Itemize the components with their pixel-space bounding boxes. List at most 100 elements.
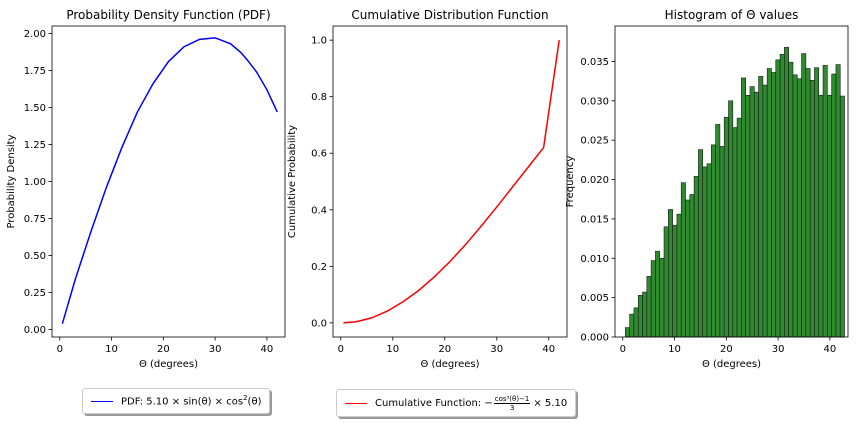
- histogram-bar: [801, 53, 807, 338]
- pdf-y-tick-label: 1.00: [24, 177, 46, 188]
- histogram-bar: [629, 313, 635, 338]
- histogram-bar: [625, 327, 630, 338]
- pdf-y-tick-label: 2.00: [24, 29, 46, 40]
- cdf-y-tick-label: 0.6: [311, 149, 327, 160]
- hist-y-tick-label: 0.010: [580, 254, 609, 265]
- hist-x-tick-label: 40: [824, 344, 837, 355]
- cdf-y-tick-label: 1.0: [311, 36, 327, 47]
- hist-x-tick-label: 10: [668, 344, 681, 355]
- pdf-plot-frame: [51, 25, 286, 338]
- pdf-legend: PDF: 5.10 × sin(θ) × cos2(θ): [82, 388, 271, 414]
- histogram-bar: [646, 276, 652, 338]
- histogram-bar: [745, 94, 751, 338]
- cdf-y-tick-label: 0.8: [311, 92, 327, 103]
- histogram-bar: [672, 224, 678, 338]
- histogram-bar: [685, 199, 691, 338]
- histogram-bar: [741, 77, 746, 338]
- histogram-bar: [775, 59, 781, 338]
- hist-title: Histogram of Θ values: [665, 8, 799, 22]
- histogram-bar: [689, 194, 695, 338]
- histogram-bar: [805, 68, 811, 338]
- cdf-y-tick-label: 0.4: [311, 205, 327, 216]
- histogram-bar: [642, 291, 648, 338]
- histogram-bar: [792, 74, 798, 338]
- histogram-bar: [753, 91, 759, 338]
- histogram-bar: [831, 73, 837, 338]
- pdf-x-axis-label: Θ (degrees): [139, 359, 198, 370]
- cdf-y-tick-label: 0.0: [311, 318, 327, 329]
- histogram-bar: [693, 176, 699, 338]
- hist-y-tick-label: 0.000: [580, 333, 609, 344]
- pdf-legend-line: [91, 400, 113, 402]
- hist-y-tick-label: 0.030: [580, 96, 609, 107]
- cdf-x-tick-label: 30: [490, 344, 503, 355]
- histogram-bar: [702, 166, 708, 338]
- pdf-series-line: [61, 37, 278, 324]
- histogram-bar: [758, 76, 764, 338]
- cdf-legend-line: [345, 402, 367, 404]
- cdf-x-tick-label: 0: [338, 344, 344, 355]
- histogram-bar: [766, 68, 772, 338]
- histogram-bar: [779, 54, 785, 338]
- hist-y-tick-label: 0.025: [580, 136, 609, 147]
- histogram-bar: [728, 100, 734, 338]
- pdf-x-tick-label: 30: [209, 344, 222, 355]
- hist-y-axis-label: Frequency: [565, 156, 576, 208]
- hist-y-tick-label: 0.015: [580, 214, 609, 225]
- pdf-y-tick-label: 0.50: [24, 251, 46, 262]
- pdf-title: Probability Density Function (PDF): [66, 8, 270, 22]
- histogram-bar: [676, 213, 682, 338]
- pdf-y-tick-label: 0.25: [24, 288, 46, 299]
- cdf-legend-fraction: cos³(θ)−1 3: [493, 394, 531, 412]
- hist-y-tick-label: 0.005: [580, 293, 609, 304]
- histogram-bar: [698, 149, 704, 338]
- cdf-x-tick-label: 20: [438, 344, 451, 355]
- histogram-bar: [650, 260, 656, 338]
- cdf-series-line: [343, 40, 560, 324]
- cdf-x-axis-label: Θ (degrees): [420, 359, 479, 370]
- histogram-bar: [723, 117, 729, 338]
- histogram-bar: [711, 144, 716, 338]
- cdf-plot-frame: [332, 25, 568, 338]
- histogram-bar: [736, 117, 742, 338]
- histogram-bar: [762, 84, 768, 338]
- histogram-bar: [749, 86, 755, 338]
- histogram-bar: [637, 294, 643, 338]
- histogram-axes: 0 10 20 30 40 0.000 0.005 0.010 0.015 0.020 0.025 0…: [565, 8, 849, 370]
- cdf-y-tick-label: 0.2: [311, 262, 327, 273]
- histogram-bar: [822, 65, 828, 338]
- pdf-y-tick-label: 0.00: [24, 325, 46, 336]
- pdf-y-tick-label: 1.25: [24, 140, 46, 151]
- histogram-bar: [796, 78, 802, 338]
- histogram-bar: [788, 61, 794, 338]
- histogram-bar: [784, 46, 789, 338]
- cdf-x-tick-label: 10: [386, 344, 399, 355]
- pdf-axes: 0 10 20 30 40 0.00 0.25 0.50 0.75 1.00 1.25 1.50 1.7…: [6, 8, 286, 370]
- histogram-bar: [809, 80, 815, 338]
- hist-x-tick-label: 0: [620, 344, 626, 355]
- histogram-bar: [633, 307, 639, 338]
- histogram-bar: [818, 94, 824, 338]
- hist-y-tick-label: 0.035: [580, 57, 609, 68]
- cdf-legend: Cumulative Function: − cos³(θ)−1 3 × 5.1…: [336, 389, 577, 417]
- histogram-bar: [706, 163, 712, 338]
- histogram-bar: [835, 64, 841, 338]
- hist-plot-frame: [614, 25, 849, 338]
- histogram-bar: [663, 226, 669, 338]
- cdf-axes: 0 10 20 30 40 0.0 0.2 0.4 0.6 0.8 1.0 Cumulative Di…: [287, 8, 568, 370]
- histogram-bar: [668, 209, 673, 338]
- histogram-bar: [659, 257, 665, 338]
- hist-y-tick-label: 0.020: [580, 175, 609, 186]
- hist-x-tick-label: 30: [772, 344, 785, 355]
- histogram-bar: [771, 72, 777, 338]
- histogram-bar: [715, 124, 721, 338]
- histogram-bar: [719, 146, 725, 338]
- pdf-x-tick-label: 0: [57, 344, 63, 355]
- histogram-bar: [655, 250, 661, 338]
- pdf-y-tick-label: 1.75: [24, 66, 46, 77]
- pdf-y-axis-label: Probability Density: [6, 134, 17, 228]
- cdf-x-tick-label: 40: [542, 344, 555, 355]
- hist-x-tick-label: 20: [720, 344, 733, 355]
- cdf-title: Cumulative Distribution Function: [351, 8, 548, 22]
